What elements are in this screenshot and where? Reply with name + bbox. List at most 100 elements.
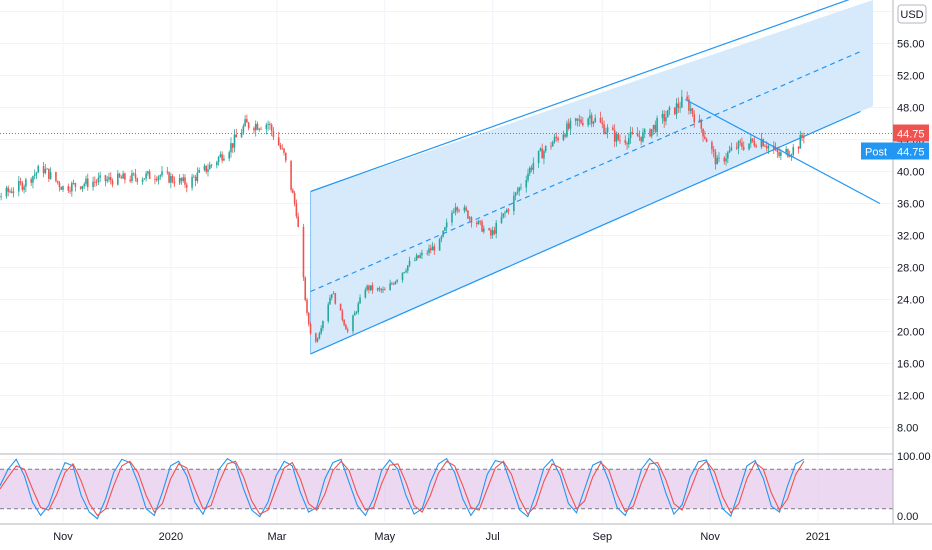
candle-body: [231, 143, 234, 148]
candle-body: [258, 128, 261, 130]
candle-body: [378, 288, 381, 289]
candle-body: [753, 141, 756, 146]
candle-body: [790, 154, 793, 157]
candle-body: [279, 145, 282, 149]
candle-body: [520, 187, 522, 189]
candle-body: [716, 157, 719, 165]
candle-body: [327, 304, 330, 322]
candle-body: [157, 176, 160, 181]
candle-body: [117, 173, 119, 185]
regression-channel[interactable]: [310, 0, 873, 355]
candle-body: [244, 119, 246, 127]
candle-body: [417, 255, 420, 258]
candle-body: [193, 176, 195, 178]
channel-middle-line[interactable]: [310, 50, 861, 293]
candle-body: [382, 289, 384, 291]
candle-body: [788, 156, 791, 157]
candle-body: [543, 151, 545, 159]
candle-body: [477, 220, 480, 225]
candle-body: [221, 154, 223, 161]
candle-body: [380, 288, 383, 291]
candle-body: [606, 127, 609, 133]
candle-body: [530, 167, 533, 170]
candle-body: [468, 217, 471, 219]
candle-body: [366, 285, 368, 290]
candle-body: [735, 147, 738, 149]
candle-body: [712, 149, 715, 152]
candle-body: [463, 207, 466, 211]
stoch-series-k: [0, 457, 805, 520]
candle-body: [612, 127, 614, 131]
candle-body: [514, 192, 517, 196]
candle-body: [605, 132, 607, 134]
candle-body: [81, 185, 84, 189]
candle-body: [320, 328, 322, 334]
candle-body: [134, 173, 137, 179]
candle-body: [343, 319, 345, 325]
candle-body: [578, 119, 581, 121]
candle-body: [516, 191, 519, 193]
candle-body: [528, 167, 531, 174]
candle-body: [307, 312, 310, 325]
candle-body: [567, 123, 570, 129]
candle-body: [269, 124, 271, 125]
candle-body: [180, 178, 183, 181]
candle-body: [371, 285, 374, 291]
candle-body: [194, 176, 197, 181]
candle-body: [656, 117, 658, 132]
y-tick-label: 24.00: [897, 295, 925, 307]
candle-body: [394, 281, 397, 285]
candle-body: [334, 293, 337, 304]
candle-body: [339, 303, 342, 311]
candle-body: [345, 324, 347, 330]
stoch-tick-label: 0.00: [897, 511, 918, 523]
candle-body: [555, 136, 558, 138]
candle-body: [617, 133, 619, 141]
candle-body: [442, 230, 444, 237]
candle-body: [230, 143, 232, 153]
x-tick-label: Mar: [267, 531, 286, 543]
candle-body: [46, 168, 48, 170]
candle-body: [718, 157, 720, 159]
candle-body: [693, 114, 696, 123]
candle-body: [553, 136, 556, 143]
candle-body: [751, 138, 754, 142]
candle-body: [613, 130, 616, 142]
candle-body: [643, 129, 646, 133]
candle-body: [507, 209, 510, 212]
candle-body: [465, 207, 467, 211]
trend-line[interactable]: [685, 98, 881, 205]
currency-box[interactable]: [897, 4, 927, 24]
candle-body: [55, 172, 57, 181]
candle-body: [429, 248, 432, 251]
candle-body: [106, 179, 109, 181]
candle-body: [741, 142, 743, 148]
candle-body: [642, 132, 644, 142]
candle-body: [504, 212, 506, 214]
currency-label[interactable]: USD: [900, 9, 923, 21]
candle-body: [700, 119, 703, 129]
candle-body: [495, 223, 497, 234]
candle-body: [23, 186, 25, 190]
candle-body: [129, 179, 131, 182]
candle-body: [767, 145, 770, 149]
candle-body: [391, 283, 393, 285]
candle-body: [37, 166, 40, 173]
candle-body: [654, 124, 657, 132]
candle-body: [83, 184, 86, 186]
channel-upper-line[interactable]: [310, 0, 861, 193]
candle-body: [730, 147, 733, 151]
candle-body: [196, 172, 199, 181]
candle-body: [444, 227, 446, 231]
candle-body: [799, 135, 802, 149]
post-price-text: 44.75: [897, 147, 925, 159]
candle-body: [403, 272, 406, 273]
candle-body: [67, 186, 70, 191]
candle-body: [95, 181, 98, 183]
candle-body: [357, 303, 360, 312]
candle-body: [681, 96, 683, 108]
candle-body: [638, 136, 641, 138]
candle-body: [603, 124, 605, 134]
candle-body: [493, 230, 496, 234]
